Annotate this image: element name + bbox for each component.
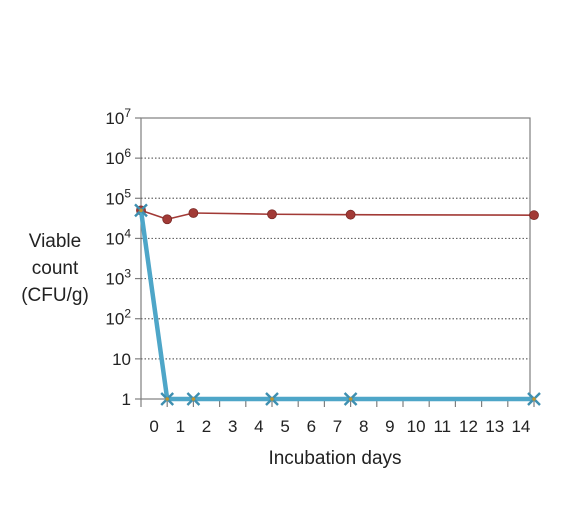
y-axis-label-line: (CFU/g) bbox=[21, 285, 89, 306]
x-marker-center bbox=[139, 208, 143, 213]
y-tick-label: 102 bbox=[105, 307, 131, 329]
x-marker-center bbox=[191, 397, 196, 401]
x-tick-label: 6 bbox=[307, 417, 316, 436]
x-tick-label: 7 bbox=[333, 417, 342, 436]
x-tick-label: 9 bbox=[385, 417, 394, 436]
x-tick-label: 12 bbox=[459, 417, 478, 436]
x-marker-center bbox=[270, 397, 274, 401]
y-tick-label: 1 bbox=[122, 390, 131, 409]
series-line bbox=[140, 209, 535, 221]
circle-marker bbox=[188, 208, 199, 218]
x-tick-label: 11 bbox=[433, 417, 451, 436]
circle-marker bbox=[529, 210, 539, 221]
y-tick-label: 106 bbox=[105, 146, 131, 168]
y-tick-label: 10 bbox=[112, 350, 131, 369]
x-tick-label: 1 bbox=[176, 417, 185, 436]
y-axis-label-line: count bbox=[31, 258, 79, 279]
x-tick-label: 5 bbox=[280, 417, 289, 436]
circle-marker bbox=[162, 214, 173, 225]
x-tick-label: 0 bbox=[149, 417, 158, 436]
y-axis-label: Viable count (CFU/g) bbox=[0, 228, 110, 309]
x-tick-label: 2 bbox=[202, 417, 211, 436]
x-tick-label: 3 bbox=[228, 417, 237, 436]
x-tick-label: 13 bbox=[485, 417, 504, 436]
x-marker-center bbox=[532, 397, 536, 401]
x-tick-label: 10 bbox=[407, 417, 426, 436]
x-tick-label: 14 bbox=[511, 417, 530, 436]
y-tick-label: 103 bbox=[105, 267, 131, 289]
x-marker-center bbox=[348, 397, 353, 401]
y-tick-label: 107 bbox=[105, 106, 131, 128]
x-tick-label: 8 bbox=[359, 417, 368, 436]
series-line bbox=[138, 210, 534, 402]
x-tick-label: 4 bbox=[254, 417, 263, 436]
circle-marker bbox=[267, 209, 277, 220]
y-tick-label: 105 bbox=[105, 186, 131, 208]
circle-marker bbox=[345, 209, 356, 220]
x-axis-label: Incubation days bbox=[268, 448, 402, 469]
x-marker-center bbox=[165, 397, 169, 401]
plot-frame bbox=[140, 117, 531, 400]
y-tick-label: 104 bbox=[105, 226, 131, 248]
y-axis-label-line: Viable bbox=[28, 231, 82, 252]
